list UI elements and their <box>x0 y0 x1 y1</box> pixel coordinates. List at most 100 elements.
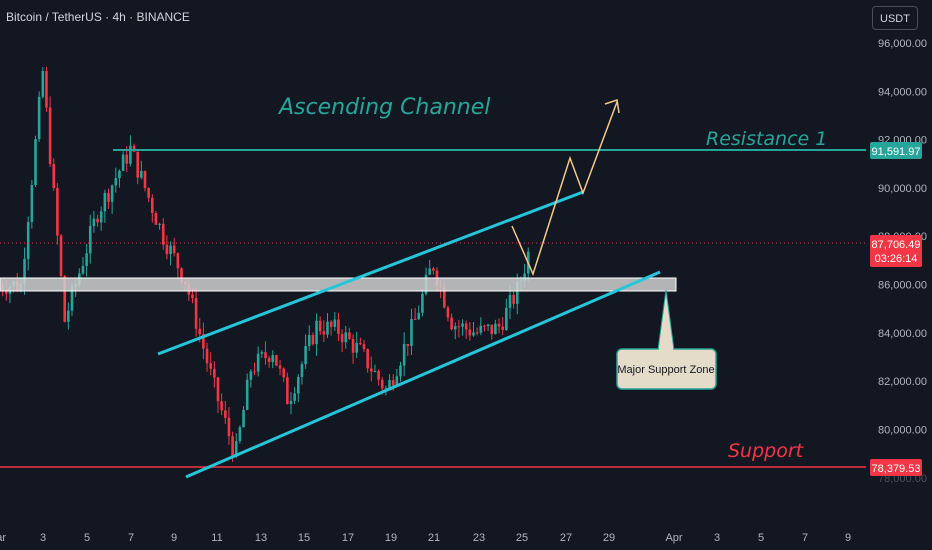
candle-body <box>337 319 340 334</box>
candle-body <box>516 281 519 304</box>
candle-body <box>304 345 307 365</box>
candle-body <box>165 244 169 255</box>
currency-selector[interactable]: USDT <box>872 6 918 30</box>
candle-body <box>348 332 351 339</box>
candle-body <box>501 326 504 330</box>
candle-body <box>172 245 176 254</box>
candle-body <box>315 320 318 345</box>
candle-body <box>107 192 110 202</box>
candle-body <box>322 331 326 335</box>
candle-body <box>34 139 37 185</box>
candle-body <box>391 380 395 386</box>
candle-body <box>373 371 377 373</box>
time-tick-label: 17 <box>342 532 354 544</box>
time-tick-label: 5 <box>84 532 90 544</box>
time-tick-label: 9 <box>845 532 851 544</box>
candle-body <box>231 436 234 457</box>
candle-body <box>5 290 8 294</box>
candle-body <box>227 417 231 437</box>
time-tick-label: 3 <box>40 532 46 544</box>
candle-body <box>81 266 85 274</box>
candle-body <box>307 335 311 346</box>
candle-body <box>410 318 413 346</box>
time-tick-label: 9 <box>171 532 177 544</box>
candle-body <box>494 323 497 335</box>
time-tick-label: 25 <box>516 532 528 544</box>
candle-body <box>213 368 216 378</box>
candle-body <box>45 70 48 108</box>
candle-body <box>271 355 275 362</box>
candle-body <box>140 171 143 178</box>
candle-body <box>147 188 150 198</box>
price-axis[interactable]: 96,000.0094,000.0092,000.0090,000.0088,0… <box>878 38 927 485</box>
time-tick-label: 7 <box>802 532 808 544</box>
candle-body <box>282 368 285 378</box>
candle-body <box>377 371 380 380</box>
support-zone-callout[interactable]: Major Support Zone <box>616 289 717 390</box>
candle-body <box>245 379 249 410</box>
candle-body <box>453 326 457 330</box>
candle-body <box>216 377 220 402</box>
candle-body <box>169 245 172 255</box>
time-tick-label: 13 <box>255 532 267 544</box>
time-tick-label: ar <box>0 532 6 544</box>
candle-body <box>362 344 366 350</box>
candle-body <box>402 343 406 366</box>
time-tick-label: 5 <box>758 532 764 544</box>
candle-body <box>370 368 373 372</box>
candle-body <box>508 294 512 308</box>
projection-path[interactable] <box>511 101 618 277</box>
candle-body <box>198 328 202 335</box>
candle-body <box>63 275 66 322</box>
candle-body <box>23 258 26 284</box>
candle-body <box>205 348 209 364</box>
candle-body <box>234 441 238 457</box>
time-axis[interactable]: ar 3 5 7 9 11 13 15 17 19 21 23 25 27 29 Apr 3 5 7 9 <box>0 532 851 544</box>
candle-body <box>413 318 417 320</box>
resistance-price-tag: 91,591.97 <box>870 142 922 159</box>
candle-body <box>395 376 399 386</box>
candle-body <box>209 363 212 369</box>
candle-body <box>253 371 256 373</box>
candle-body <box>121 154 125 171</box>
current-price-tag: 87,706.49 03:26:14 <box>870 235 922 267</box>
time-tick-label: 7 <box>128 532 134 544</box>
channel-lower-line[interactable] <box>185 270 661 479</box>
candle-body <box>483 325 486 327</box>
candle-body <box>523 273 526 281</box>
candle-body <box>220 401 223 411</box>
candle-body <box>406 343 410 346</box>
support-label: Support <box>728 440 805 462</box>
candle-body <box>450 317 453 330</box>
candle-body <box>428 268 431 275</box>
candle-body <box>191 294 194 299</box>
time-tick-label: 21 <box>428 532 440 544</box>
channel-upper-line[interactable] <box>157 190 584 356</box>
countdown-text: 03:26:14 <box>875 253 918 265</box>
candle-body <box>238 427 242 442</box>
candle-body <box>461 323 464 327</box>
candle-body <box>194 298 198 329</box>
candle-body <box>151 197 154 214</box>
candle-body <box>176 253 180 269</box>
candle-body <box>286 377 289 405</box>
candle-body <box>41 70 45 97</box>
time-tick-label: 11 <box>211 532 222 544</box>
candle-body <box>497 323 501 327</box>
candle-body <box>99 211 103 223</box>
candle-body <box>505 307 508 330</box>
resistance-price-text: 91,591.97 <box>872 146 921 158</box>
candle-body <box>103 192 107 212</box>
candle-body <box>311 335 315 345</box>
candle-body <box>52 164 56 189</box>
candle-body <box>132 145 136 152</box>
time-tick-label: 23 <box>473 532 485 544</box>
candle-body <box>344 332 348 343</box>
time-tick-label: 27 <box>560 532 572 544</box>
candle-body <box>67 310 70 322</box>
candle-body <box>479 325 483 333</box>
candle-body <box>432 268 435 271</box>
price-tick-label: 82,000.00 <box>878 376 927 388</box>
candle-body <box>486 324 490 327</box>
